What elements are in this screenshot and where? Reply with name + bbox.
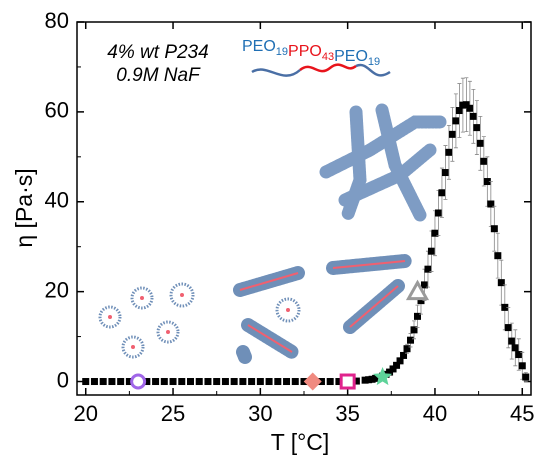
data-point (445, 148, 453, 156)
data-point (143, 378, 151, 386)
data-point (420, 281, 428, 289)
data-point (274, 378, 282, 386)
data-point (265, 378, 273, 386)
data-point (82, 378, 90, 386)
x-tick-label: 30 (248, 401, 272, 426)
data-point (117, 378, 125, 386)
x-tick-label: 45 (510, 401, 534, 426)
data-point (195, 378, 203, 386)
polymer-chain (251, 63, 391, 77)
data-point (487, 200, 495, 208)
data-point (373, 367, 393, 386)
data-point (303, 372, 322, 391)
y-tick-label: 0 (57, 367, 69, 392)
data-point (494, 252, 502, 260)
annotation: 0.9M NaF (116, 65, 201, 86)
data-point (291, 378, 299, 386)
data-point (441, 169, 449, 177)
data-point (431, 229, 439, 237)
data-point (221, 378, 229, 386)
data-point (352, 377, 360, 385)
x-tick-label: 25 (161, 401, 185, 426)
data-point (213, 378, 221, 386)
data-point (396, 357, 404, 365)
data-point (497, 279, 505, 287)
data-point (504, 324, 512, 332)
polymer-block: PEO (334, 48, 368, 65)
data-point (455, 107, 463, 115)
data-point (108, 378, 116, 386)
data-point (511, 344, 519, 352)
polymer-subscript: 19 (368, 56, 380, 68)
data-point (417, 297, 425, 305)
decorations (98, 63, 447, 364)
data-point (160, 378, 168, 386)
data-point (515, 351, 523, 359)
data-point (473, 124, 481, 132)
polymer-subscript: 43 (322, 51, 334, 63)
polymer-subscript: 19 (276, 46, 288, 58)
data-point (130, 373, 147, 390)
data-point (518, 362, 526, 370)
x-axis-label: T [°C] (271, 429, 330, 455)
y-tick-label: 20 (45, 277, 69, 302)
data-point (452, 117, 460, 125)
data-point (508, 337, 516, 345)
data-point (400, 351, 408, 359)
data-point (256, 378, 264, 386)
data-point (389, 365, 397, 373)
y-tick-label: 60 (45, 98, 69, 123)
data-point (483, 178, 491, 186)
data-point (466, 104, 474, 112)
data-point (178, 378, 186, 386)
x-tick-label: 35 (335, 401, 359, 426)
data-point (152, 378, 160, 386)
data-point (230, 378, 238, 386)
data-point (414, 312, 421, 320)
annotation: 4% wt P234 (107, 42, 208, 63)
data-point (469, 112, 477, 120)
y-tick-label: 80 (45, 8, 69, 33)
data-point (393, 361, 401, 369)
data-point (490, 225, 498, 233)
data-point (480, 157, 488, 165)
data-point (407, 336, 415, 344)
data-point (339, 373, 356, 390)
data-point (501, 303, 509, 311)
data-point (405, 279, 430, 301)
data-point (448, 130, 456, 138)
polymer-label: PEO19PPO43PEO19 (242, 38, 380, 68)
data-point (476, 139, 484, 147)
data-point (326, 378, 334, 386)
data-point (462, 101, 470, 109)
network (319, 103, 447, 222)
data-point (248, 378, 256, 386)
data-point (125, 378, 133, 386)
data-point (187, 378, 194, 386)
data-point (410, 326, 418, 334)
rods (233, 254, 412, 364)
data-point (434, 209, 442, 217)
polymer-block: PPO (288, 43, 322, 60)
micelles (98, 282, 301, 359)
y-axis-label: η [Pa·s] (11, 168, 37, 247)
data-point (403, 345, 411, 353)
data-point (522, 373, 530, 381)
data-point (169, 378, 177, 386)
data-point (204, 378, 212, 386)
x-tick-label: 20 (73, 401, 97, 426)
polymer-block: PEO (242, 38, 276, 55)
x-tick-label: 40 (423, 401, 447, 426)
data-point (438, 189, 446, 197)
data-point (90, 378, 98, 386)
data-point (335, 378, 343, 386)
data-point (99, 378, 107, 386)
data-point (427, 247, 435, 255)
data-point (283, 378, 291, 386)
data-point (424, 265, 432, 273)
data-point (239, 378, 247, 386)
y-tick-label: 40 (45, 188, 69, 213)
